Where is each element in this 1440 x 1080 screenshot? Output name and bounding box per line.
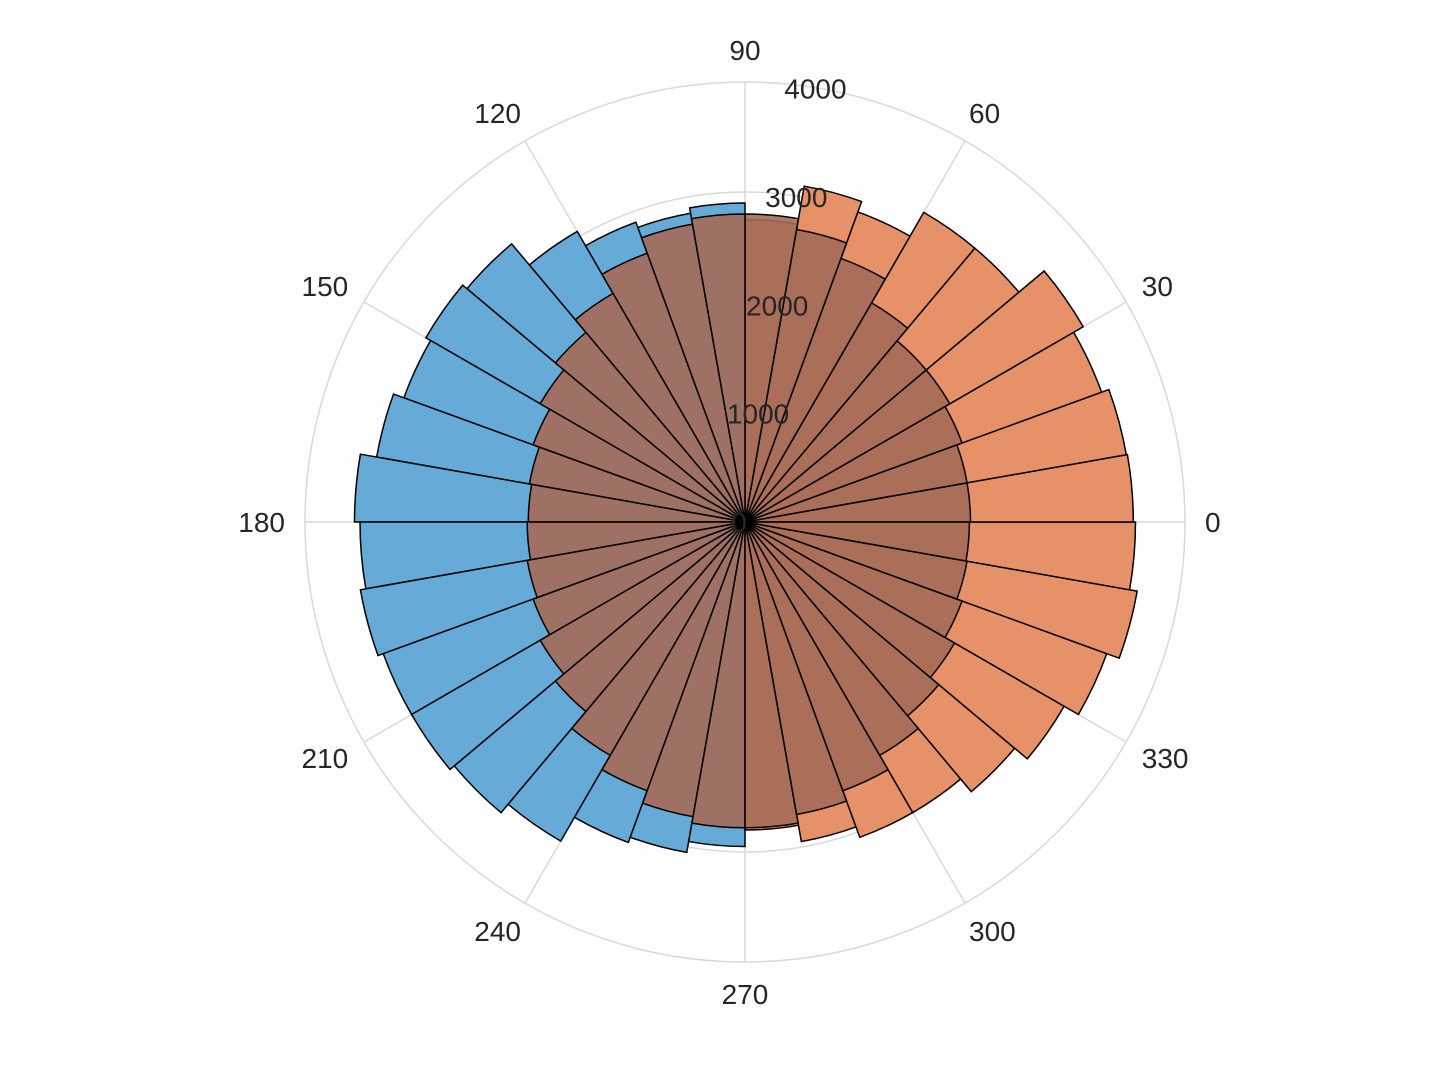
angular-tick-210: 210 — [302, 743, 349, 774]
angular-tick-150: 150 — [302, 271, 349, 302]
bar-2-305 — [744, 521, 920, 757]
bar-2-285 — [744, 521, 848, 816]
angular-tick-0: 0 — [1205, 507, 1221, 538]
angular-tick-120: 120 — [474, 98, 521, 129]
angular-tick-180: 180 — [238, 507, 285, 538]
bar-2-115 — [600, 252, 746, 523]
angular-tick-labels: 0 30 60 90 120 150 180 210 240 270 300 330 — [238, 35, 1220, 1010]
polar-bars — [353, 185, 1139, 854]
bar-2-145 — [539, 368, 746, 523]
bar-2-105 — [640, 223, 746, 523]
radial-tick-2000: 2000 — [746, 290, 808, 321]
angular-tick-90: 90 — [729, 35, 760, 66]
series-2 — [526, 213, 972, 829]
bar-2-335 — [744, 521, 964, 639]
bar-2-325 — [744, 521, 956, 679]
bar-2-125 — [574, 292, 746, 523]
angular-tick-30: 30 — [1142, 271, 1173, 302]
bar-2-155 — [532, 408, 746, 523]
angular-tick-270: 270 — [722, 979, 769, 1010]
bar-2-315 — [744, 521, 940, 717]
angular-tick-240: 240 — [474, 916, 521, 947]
angular-tick-330: 330 — [1142, 743, 1189, 774]
radial-tick-4000: 4000 — [784, 74, 846, 105]
angular-tick-300: 300 — [969, 916, 1016, 947]
radial-tick-0: 0 — [731, 507, 747, 538]
bar-2-295 — [744, 521, 890, 792]
bar-2-135 — [554, 331, 746, 523]
radial-tick-1000: 1000 — [727, 399, 789, 430]
bar-2-165 — [528, 446, 746, 523]
radial-tick-3000: 3000 — [765, 182, 827, 213]
angular-tick-60: 60 — [969, 98, 1000, 129]
bar-2-355 — [744, 521, 971, 562]
bar-2-345 — [744, 521, 968, 601]
radial-tick-labels: 0 1000 2000 3000 4000 — [727, 74, 847, 538]
